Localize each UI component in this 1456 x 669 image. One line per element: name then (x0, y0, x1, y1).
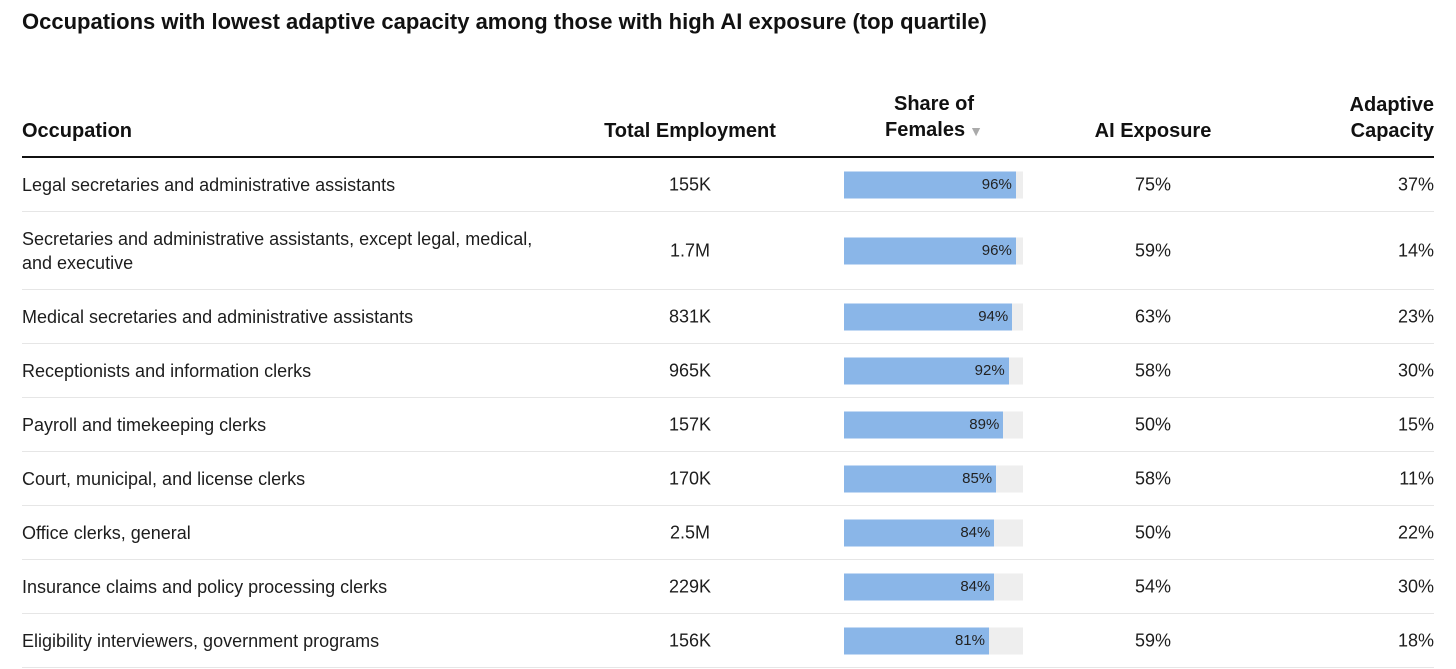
header-females-line1: Share of (893, 93, 975, 115)
table-body: Legal secretaries and administrative ass… (22, 158, 1434, 668)
cell-adaptive-capacity: 11% (1399, 468, 1434, 488)
table-row: Receptionists and information clerks 965K… (22, 344, 1434, 398)
females-bar: 96% (844, 237, 1016, 264)
females-bar-label: 96% (981, 242, 1012, 259)
table-row: Eligibility interviewers, government pro… (22, 614, 1434, 668)
cell-total-employment: 831K (668, 306, 712, 326)
cell-occupation: Legal secretaries and administrative ass… (22, 174, 396, 195)
females-bar: 85% (844, 465, 997, 492)
table-header: Occupation Total Employment Share of Fem… (22, 88, 1434, 158)
cell-ai-exposure: 50% (1134, 414, 1172, 434)
females-bar-track: 92% (844, 357, 1023, 384)
females-bar-track: 85% (844, 465, 1023, 492)
females-bar-track: 89% (844, 411, 1023, 438)
cell-occupation: Eligibility interviewers, government pro… (22, 630, 380, 651)
females-bar-track: 94% (844, 303, 1023, 330)
cell-adaptive-capacity: 37% (1397, 174, 1434, 194)
cell-ai-exposure: 59% (1134, 630, 1172, 650)
cell-ai-exposure: 50% (1134, 522, 1172, 542)
females-bar-track: 96% (844, 237, 1023, 264)
females-bar: 92% (844, 357, 1009, 384)
females-bar-track: 84% (844, 573, 1023, 600)
header-adaptive-line1: Adaptive (1349, 94, 1434, 116)
females-bar: 84% (844, 573, 995, 600)
females-bar-track: 81% (844, 627, 1023, 654)
cell-ai-exposure: 63% (1134, 306, 1172, 326)
cell-occupation: Insurance claims and policy processing c… (22, 576, 388, 597)
sort-descending-icon[interactable]: ▼ (969, 123, 983, 139)
table-row: Medical secretaries and administrative a… (22, 290, 1434, 344)
cell-total-employment: 1.7M (669, 240, 711, 260)
cell-occupation: Payroll and timekeeping clerks (22, 414, 267, 435)
females-bar: 81% (844, 627, 989, 654)
cell-adaptive-capacity: 22% (1397, 522, 1434, 542)
header-females-line2: Females (885, 119, 966, 141)
cell-ai-exposure: 59% (1134, 240, 1172, 260)
cell-adaptive-capacity: 30% (1397, 360, 1434, 380)
data-table: Occupation Total Employment Share of Fem… (22, 88, 1434, 668)
cell-occupation: Court, municipal, and license clerks (22, 468, 306, 489)
header-occupation[interactable]: Occupation (22, 120, 133, 142)
females-bar-label: 96% (981, 176, 1012, 193)
table-row: Payroll and timekeeping clerks 157K 89% 50%… (22, 398, 1434, 452)
cell-total-employment: 170K (668, 468, 712, 488)
females-bar-label: 85% (962, 470, 993, 487)
cell-total-employment: 157K (668, 414, 712, 434)
cell-occupation: Medical secretaries and administrative a… (22, 306, 414, 327)
cell-total-employment: 965K (668, 360, 712, 380)
females-bar-label: 84% (960, 524, 991, 541)
chart-title: Occupations with lowest adaptive capacit… (22, 9, 987, 34)
cell-adaptive-capacity: 15% (1397, 414, 1434, 434)
cell-adaptive-capacity: 14% (1397, 240, 1434, 260)
table-row: Insurance claims and policy processing c… (22, 560, 1434, 614)
cell-total-employment: 155K (668, 174, 712, 194)
cell-ai-exposure: 58% (1134, 468, 1172, 488)
cell-occupation: Office clerks, general (22, 522, 191, 543)
header-share-of-females[interactable]: Share of Females ▼ (844, 91, 1024, 144)
cell-total-employment: 156K (668, 630, 712, 650)
females-bar-label: 81% (954, 632, 985, 649)
females-bar-track: 96% (844, 171, 1023, 198)
females-bar: 89% (844, 411, 1004, 438)
cell-ai-exposure: 54% (1134, 576, 1172, 596)
header-ai-exposure[interactable]: AI Exposure (1094, 120, 1212, 142)
cell-total-employment: 2.5M (669, 522, 711, 542)
cell-ai-exposure: 75% (1134, 174, 1172, 194)
table-row: Court, municipal, and license clerks 170K… (22, 452, 1434, 506)
header-adaptive-capacity[interactable]: Adaptive Capacity (1350, 92, 1434, 144)
females-bar: 94% (844, 303, 1013, 330)
females-bar: 84% (844, 519, 995, 546)
females-bar: 96% (844, 171, 1016, 198)
females-bar-label: 92% (974, 362, 1005, 379)
table-row: Legal secretaries and administrative ass… (22, 158, 1434, 212)
header-adaptive-line2: Capacity (1350, 120, 1434, 142)
table-row: Secretaries and administrative assistant… (22, 212, 1434, 290)
females-bar-label: 84% (960, 578, 991, 595)
females-bar-label: 89% (969, 416, 1000, 433)
cell-occupation: Secretaries and administrative assistant… (22, 228, 533, 273)
females-bar-track: 84% (844, 519, 1023, 546)
cell-adaptive-capacity: 18% (1397, 630, 1434, 650)
females-bar-label: 94% (978, 308, 1009, 325)
cell-total-employment: 229K (668, 576, 712, 596)
table-row: Office clerks, general 2.5M 84% 50% 22% (22, 506, 1434, 560)
cell-ai-exposure: 58% (1134, 360, 1172, 380)
cell-adaptive-capacity: 23% (1397, 306, 1434, 326)
cell-adaptive-capacity: 30% (1397, 576, 1434, 596)
cell-occupation: Receptionists and information clerks (22, 360, 312, 381)
header-total-employment[interactable]: Total Employment (604, 120, 776, 142)
